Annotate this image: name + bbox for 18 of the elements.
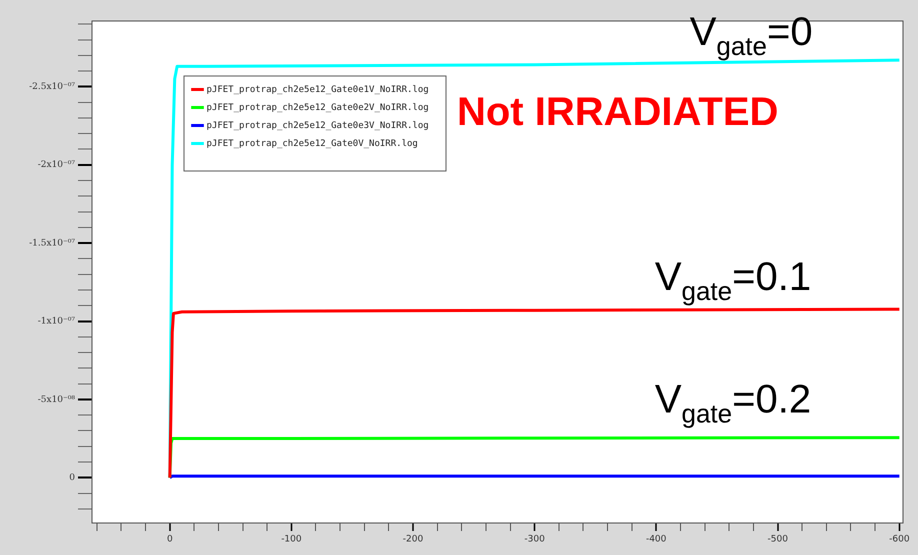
x-tick-label: -500 [768,534,788,545]
x-tick-label: -400 [646,534,667,545]
y-tick-label: -2x10⁻⁰⁷ [38,160,76,170]
y-tick-label: -1.5x10⁻⁰⁷ [29,238,76,248]
x-tick-label: 0 [166,534,173,545]
x-tick-label: -300 [524,534,546,545]
x-tick-label: -200 [402,534,424,545]
x-tick-label: -100 [281,534,302,545]
y-tick-label: -1x10⁻⁰⁷ [38,316,76,327]
legend-label: pJFET_protrap_ch2e5e12_Gate0e2V_NoIRR.log [206,102,429,113]
legend-label: pJFET_protrap_ch2e5e12_Gate0V_NoIRR.log [206,138,418,149]
x-tick-label: -600 [889,534,910,545]
y-tick-label: -5x10⁻⁰⁸ [38,394,76,405]
annotation: Not IRRADIATED [456,90,778,134]
legend-label: pJFET_protrap_ch2e5e12_Gate0e1V_NoIRR.log [206,84,429,95]
legend-label: pJFET_protrap_ch2e5e12_Gate0e3V_NoIRR.log [206,120,429,131]
y-tick-label: 0 [69,472,76,483]
y-tick-label: -2.5x10⁻⁰⁷ [29,82,76,92]
